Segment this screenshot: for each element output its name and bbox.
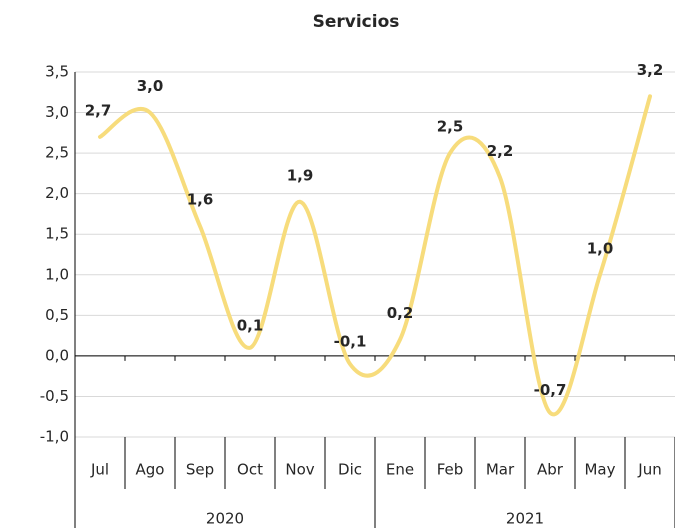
data-label: 2,2 [487, 142, 514, 160]
y-tick-label: 0,5 [45, 306, 69, 324]
x-tick-label: Jul [90, 461, 109, 479]
data-label: 3,2 [637, 61, 664, 79]
y-tick-label: 3,0 [45, 103, 69, 121]
y-tick-label: 2,0 [45, 184, 69, 202]
group-label: 2020 [206, 510, 244, 528]
data-label: -0,1 [334, 333, 367, 351]
x-tick-label: Ago [136, 461, 165, 479]
data-label: 2,5 [437, 118, 464, 136]
y-tick-label: 3,5 [45, 63, 69, 81]
group-label: 2021 [506, 510, 544, 528]
x-tick-label: Feb [437, 461, 464, 479]
y-tick-label: -0,5 [40, 387, 69, 405]
y-tick-label: -1,0 [40, 428, 69, 446]
y-tick-label: 1,5 [45, 225, 69, 243]
data-label: 3,0 [137, 77, 164, 95]
data-label: 1,0 [587, 239, 614, 257]
data-label: -0,7 [534, 381, 567, 399]
x-tick-label: Abr [537, 461, 564, 479]
y-tick-label: 0,0 [45, 346, 69, 364]
x-tick-label: May [584, 461, 615, 479]
chart-title: Servicios [313, 12, 400, 32]
x-tick-label: Nov [285, 461, 314, 479]
data-label: 0,1 [237, 316, 264, 334]
x-tick-label: Dic [338, 461, 362, 479]
y-tick-label: 1,0 [45, 265, 69, 283]
y-tick-label: 2,5 [45, 144, 69, 162]
data-label: 1,9 [287, 166, 314, 184]
data-label: 0,2 [387, 304, 414, 322]
data-label: 1,6 [187, 191, 214, 209]
x-tick-label: Mar [486, 461, 515, 479]
x-tick-label: Jun [637, 461, 661, 479]
data-label: 2,7 [85, 101, 112, 119]
x-tick-label: Oct [237, 461, 263, 479]
x-tick-label: Ene [386, 461, 414, 479]
x-tick-label: Sep [186, 461, 214, 479]
series-line [98, 94, 652, 417]
